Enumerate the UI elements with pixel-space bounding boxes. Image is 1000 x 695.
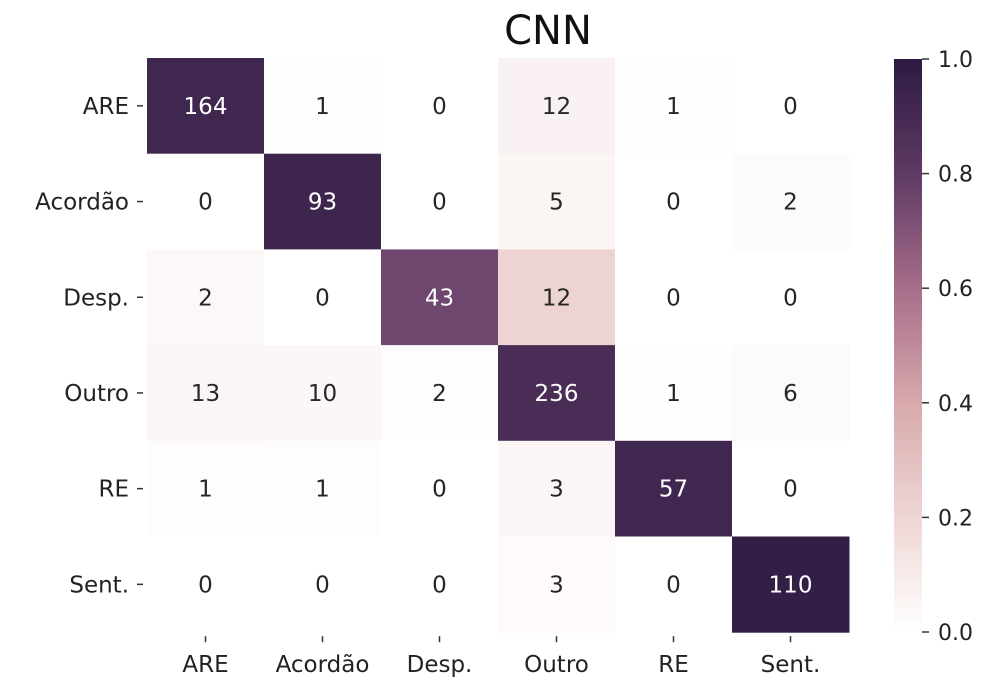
heatmap-cell: [381, 440, 499, 537]
heatmap-cell: [732, 345, 850, 442]
heatmap-cell: [732, 440, 850, 537]
x-tick-label: Outro: [524, 652, 589, 678]
y-tick-label: Desp.: [63, 285, 129, 311]
cell-value-label: 0: [432, 477, 447, 503]
cell-value-label: 1: [198, 477, 213, 503]
cell-value-label: 0: [432, 190, 447, 216]
heatmap-cell: [264, 249, 382, 346]
cell-value-label: 0: [198, 190, 213, 216]
chart-title: CNN: [504, 8, 592, 54]
heatmap-cell: [732, 153, 850, 250]
cell-value-label: 2: [783, 190, 798, 216]
cell-value-label: 43: [425, 285, 454, 311]
y-tick-label: Outro: [64, 381, 129, 407]
cell-value-label: 0: [315, 285, 330, 311]
heatmap-cell: [264, 58, 382, 155]
heatmap-cell: [264, 536, 382, 633]
cell-value-label: 110: [769, 572, 813, 598]
cell-value-label: 10: [308, 381, 337, 407]
y-tick-label: Acordão: [35, 190, 129, 216]
cell-value-label: 5: [549, 190, 564, 216]
heatmap-cell: [264, 345, 382, 442]
heatmap-cell: [498, 536, 616, 633]
heatmap-cell: [498, 345, 616, 442]
colorbar-tick-label: 1.0: [938, 48, 973, 73]
x-tick-label: Sent.: [761, 652, 821, 678]
heatmap-cell: [615, 440, 733, 537]
y-tick-label: RE: [98, 477, 129, 503]
x-tick-label: Acordão: [276, 652, 370, 678]
colorbar-tick-label: 0.6: [938, 277, 973, 302]
heatmap-cell: [498, 249, 616, 346]
heatmap-cell: [147, 536, 265, 633]
cell-value-label: 1: [315, 477, 330, 503]
heatmap-cell: [615, 58, 733, 155]
cell-value-label: 2: [432, 381, 447, 407]
heatmap-cell: [381, 536, 499, 633]
cell-value-label: 2: [198, 285, 213, 311]
heatmap-cell: [147, 58, 265, 155]
cell-value-label: 236: [535, 381, 579, 407]
x-tick-label: RE: [658, 652, 689, 678]
colorbar: 0.0 0.2 0.4 0.6 0.8 1.0: [894, 48, 973, 646]
cell-value-label: 13: [191, 381, 220, 407]
heatmap-cell: [498, 58, 616, 155]
cell-value-label: 12: [542, 94, 571, 120]
cell-value-label: 0: [432, 572, 447, 598]
cell-value-label: 0: [198, 572, 213, 598]
heatmap-cell: [615, 153, 733, 250]
x-tick-label: Desp.: [407, 652, 473, 678]
cell-value-label: 0: [432, 94, 447, 120]
cell-value-label: 1: [315, 94, 330, 120]
cell-value-label: 93: [308, 190, 337, 216]
cell-value-label: 57: [659, 477, 688, 503]
heatmap-cell: [615, 345, 733, 442]
cell-value-label: 0: [666, 190, 681, 216]
heatmap-cell: [264, 153, 382, 250]
cell-value-label: 3: [549, 572, 564, 598]
colorbar-gradient: [894, 59, 922, 632]
y-tick-label: ARE: [83, 94, 129, 120]
cell-value-label: 0: [666, 572, 681, 598]
cell-value-label: 0: [315, 572, 330, 598]
cell-value-label: 164: [184, 94, 228, 120]
colorbar-tick-label: 0.4: [938, 392, 973, 417]
heatmap-cell: [732, 58, 850, 155]
heatmap-cell: [498, 440, 616, 537]
heatmap-cell: [615, 249, 733, 346]
x-axis-ticks: ARE Acordão Desp. Outro RE Sent.: [182, 636, 820, 678]
cell-value-label: 6: [783, 381, 798, 407]
colorbar-tick-label: 0.0: [938, 621, 973, 646]
heatmap-cell: [381, 58, 499, 155]
colorbar-tick-label: 0.2: [938, 506, 973, 531]
cell-value-label: 0: [783, 94, 798, 120]
cell-value-label: 0: [783, 285, 798, 311]
colorbar-tick-label: 0.8: [938, 163, 973, 188]
heatmap-cell: [147, 440, 265, 537]
heatmap-cell: [498, 153, 616, 250]
cell-value-label: 0: [783, 477, 798, 503]
cell-value-label: 12: [542, 285, 571, 311]
cell-value-label: 1: [666, 94, 681, 120]
cell-value-label: 3: [549, 477, 564, 503]
cell-value-label: 0: [666, 285, 681, 311]
heatmap-cell: [147, 153, 265, 250]
heatmap-cell: [381, 153, 499, 250]
y-axis-ticks: ARE Acordão Desp. Outro RE Sent.: [35, 94, 143, 598]
heatmap: 164 1 0 12 1 00 93 0 5 0 22 0 43 12 0 013 10 2 236 1 61 1 0 3 57…: [147, 58, 850, 633]
heatmap-cell: [381, 249, 499, 346]
heatmap-cell: [732, 249, 850, 346]
heatmap-cell: [264, 440, 382, 537]
y-tick-label: Sent.: [69, 572, 129, 598]
heatmap-cell: [147, 345, 265, 442]
heatmap-cell: [147, 249, 265, 346]
x-tick-label: ARE: [182, 652, 228, 678]
heatmap-cell: [381, 345, 499, 442]
heatmap-cell: [615, 536, 733, 633]
heatmap-cell: [732, 536, 850, 633]
cell-value-label: 1: [666, 381, 681, 407]
